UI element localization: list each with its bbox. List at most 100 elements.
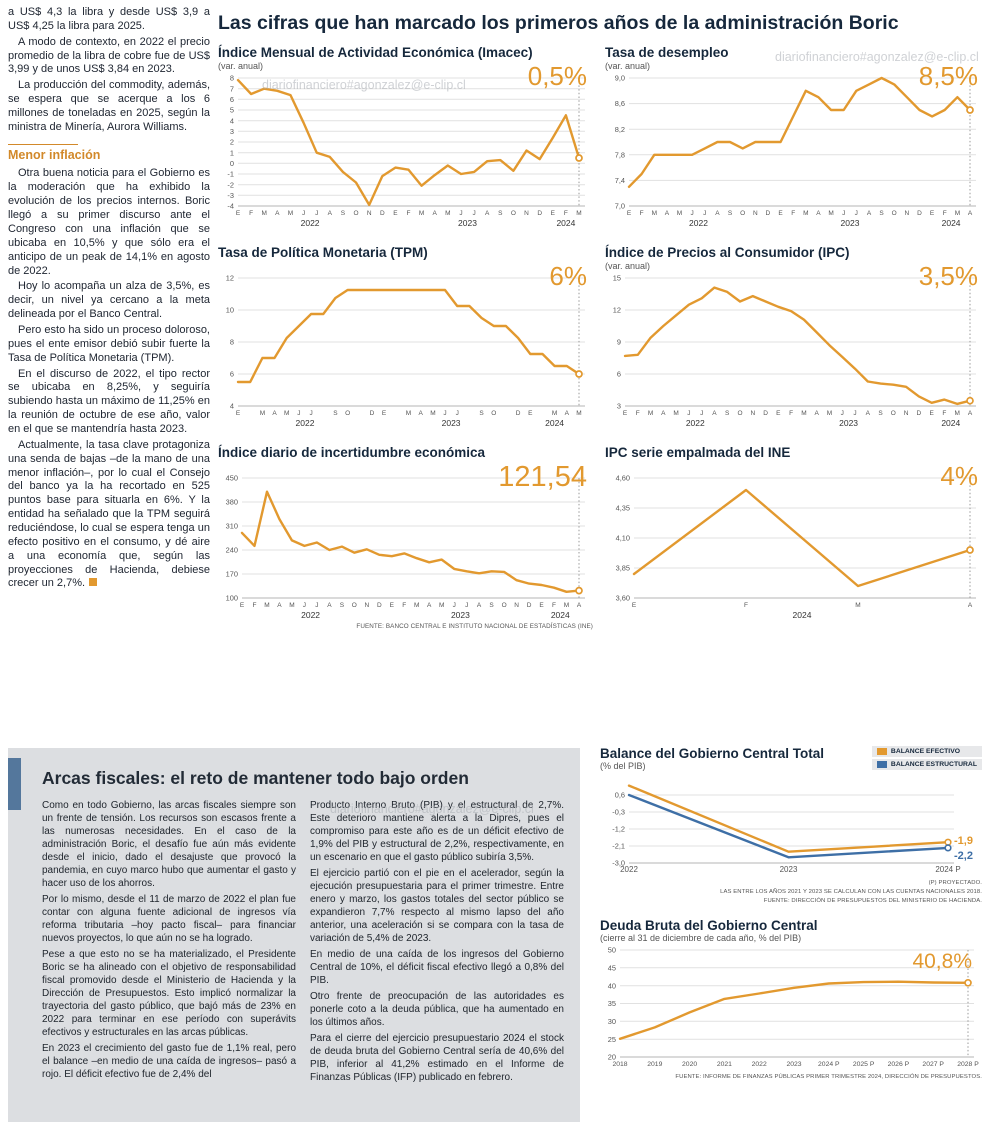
svg-text:-1,2: -1,2	[612, 825, 625, 834]
svg-text:2027 P: 2027 P	[922, 1061, 944, 1068]
svg-text:2020: 2020	[682, 1061, 697, 1068]
svg-text:2024 P: 2024 P	[935, 865, 960, 874]
svg-text:A: A	[477, 602, 482, 609]
article-paragraph: La producción del commodity, además, se …	[8, 79, 210, 133]
svg-text:M: M	[955, 210, 960, 217]
svg-text:M: M	[414, 602, 419, 609]
line-chart-deuda: 50 45 40 35 30 25 20 2018 2019 2020 2021 2022 2023 20…	[600, 944, 982, 1072]
svg-text:-2: -2	[227, 180, 234, 189]
svg-text:E: E	[551, 210, 556, 217]
svg-text:9,0: 9,0	[615, 73, 625, 82]
svg-text:35: 35	[608, 1000, 616, 1009]
svg-text:O: O	[502, 602, 507, 609]
svg-text:A: A	[427, 602, 432, 609]
line-chart-desempleo: 9,0 8,6 8,2 7,8 7,4 7,0 E F M A M J J A S O N D E F M A M J J A S O…	[605, 72, 984, 230]
chart-title: Índice Mensual de Actividad Económica (I…	[218, 45, 533, 60]
svg-text:S: S	[728, 210, 733, 217]
line-chart-ipc: 15 12 9 6 3 E F M A M J J A S O N D E F M A M J J A S O N D E F M A 2022 2…	[605, 272, 984, 430]
chart-value-label: 4%	[940, 460, 978, 491]
svg-text:2024 P: 2024 P	[818, 1061, 840, 1068]
svg-text:E: E	[539, 602, 544, 609]
svg-text:2022: 2022	[689, 218, 708, 228]
chart-card-deuda: Deuda Bruta del Gobierno Central (cierre…	[600, 918, 982, 1082]
svg-text:A: A	[328, 210, 333, 217]
balance-note: FUENTE: DIRECCIÓN DE PRESUPUESTOS DEL MI…	[763, 898, 982, 905]
svg-text:A: A	[433, 210, 438, 217]
legend-item-efectivo: BALANCE EFECTIVO	[871, 746, 982, 757]
svg-text:E: E	[930, 410, 935, 417]
article-paragraph: Otra buena noticia para el Gobierno es l…	[8, 167, 210, 277]
svg-text:A: A	[565, 410, 570, 417]
svg-text:2024: 2024	[545, 418, 564, 428]
svg-text:M: M	[576, 210, 581, 217]
svg-text:J: J	[456, 410, 459, 417]
svg-text:M: M	[288, 210, 293, 217]
svg-text:J: J	[443, 410, 446, 417]
svg-text:A: A	[275, 210, 280, 217]
svg-text:40: 40	[608, 982, 616, 991]
svg-text:4,60: 4,60	[616, 473, 630, 482]
chart-source: FUENTE: BANCO CENTRAL E INSTITUTO NACION…	[356, 622, 593, 630]
legend-label: BALANCE EFECTIVO	[890, 748, 961, 755]
chart-subtitle: (var. anual)	[605, 260, 651, 271]
svg-text:2023: 2023	[839, 418, 858, 428]
chart-card-ipc: Índice de Precios al Consumidor (IPC) (v…	[605, 245, 984, 430]
svg-text:M: M	[430, 410, 435, 417]
svg-text:310: 310	[226, 521, 238, 530]
chart-value-label: 40,8%	[912, 950, 972, 974]
bottom-charts: Balance del Gobierno Central Total (% de…	[600, 746, 982, 1083]
left-article: a US$ 4,3 la libra y desde US$ 3,9 a US$…	[8, 6, 210, 593]
svg-text:-4: -4	[227, 201, 234, 210]
chart-card-tpm: Tasa de Política Monetaria (TPM) 6% 12 10…	[218, 245, 593, 430]
chart-subtitle: (% del PIB)	[600, 761, 646, 771]
balance-legend: BALANCE EFECTIVO BALANCE ESTRUCTURAL	[871, 746, 982, 770]
svg-text:3,85: 3,85	[616, 563, 630, 572]
svg-text:J: J	[690, 210, 693, 217]
svg-text:A: A	[866, 410, 871, 417]
balance-note: (P) PROYECTADO.	[928, 880, 982, 886]
chart-card-imacec: Índice Mensual de Actividad Económica (I…	[218, 45, 593, 230]
chart-subtitle: (cierre al 31 de diciembre de cada año, …	[600, 933, 802, 944]
svg-text:8,6: 8,6	[615, 99, 625, 108]
svg-text:450: 450	[226, 473, 238, 482]
svg-text:S: S	[725, 410, 730, 417]
svg-text:2: 2	[230, 137, 234, 146]
svg-text:2024: 2024	[556, 218, 575, 228]
chart-value-label: 8,5%	[918, 61, 978, 91]
balance-note: LAS ENTRE LOS AÑOS 2021 Y 2023 SE CALCUL…	[720, 889, 982, 896]
svg-text:N: N	[367, 210, 372, 217]
svg-text:S: S	[489, 602, 494, 609]
svg-text:7,8: 7,8	[615, 150, 625, 159]
svg-text:10: 10	[226, 305, 234, 314]
svg-text:4: 4	[230, 401, 234, 410]
svg-text:D: D	[527, 602, 532, 609]
chart-subtitle	[605, 461, 984, 472]
chart-value-label: 6%	[549, 260, 587, 291]
article-paragraph: Pero esto ha sido un proceso doloroso, p…	[8, 323, 210, 364]
svg-text:2023: 2023	[458, 218, 477, 228]
svg-text:6: 6	[230, 369, 234, 378]
svg-text:O: O	[511, 210, 516, 217]
line-chart-ipc-empalmada: 4,60 4,35 4,10 3,85 3,60 E F M A 2024	[605, 472, 984, 622]
svg-text:M: M	[827, 410, 832, 417]
svg-text:O: O	[740, 210, 745, 217]
svg-text:A: A	[712, 410, 717, 417]
svg-text:2019: 2019	[647, 1061, 662, 1068]
legend-swatch-efectivo	[876, 748, 887, 755]
svg-text:N: N	[514, 602, 519, 609]
svg-text:9: 9	[617, 337, 621, 346]
svg-text:0,6: 0,6	[615, 791, 625, 800]
svg-text:E: E	[390, 602, 395, 609]
svg-text:S: S	[879, 210, 884, 217]
svg-text:E: E	[528, 410, 533, 417]
chart-card-incertidumbre: Índice diario de incertidumbre económica…	[218, 445, 593, 630]
svg-text:6: 6	[230, 95, 234, 104]
chart-title: Deuda Bruta del Gobierno Central	[600, 918, 818, 934]
chart-card-desempleo: Tasa de desempleo (var. anual) 8,5% 9,0 8…	[605, 45, 984, 230]
svg-text:7,4: 7,4	[615, 176, 625, 185]
svg-text:2023: 2023	[786, 1061, 801, 1068]
svg-text:J: J	[315, 210, 318, 217]
article-paragraph: Hoy lo acompaña un alza de 3,5%, es deci…	[8, 280, 210, 321]
article-paragraph-text: Actualmente, la tasa clave protagoniza u…	[8, 438, 210, 590]
svg-text:2022: 2022	[686, 418, 705, 428]
